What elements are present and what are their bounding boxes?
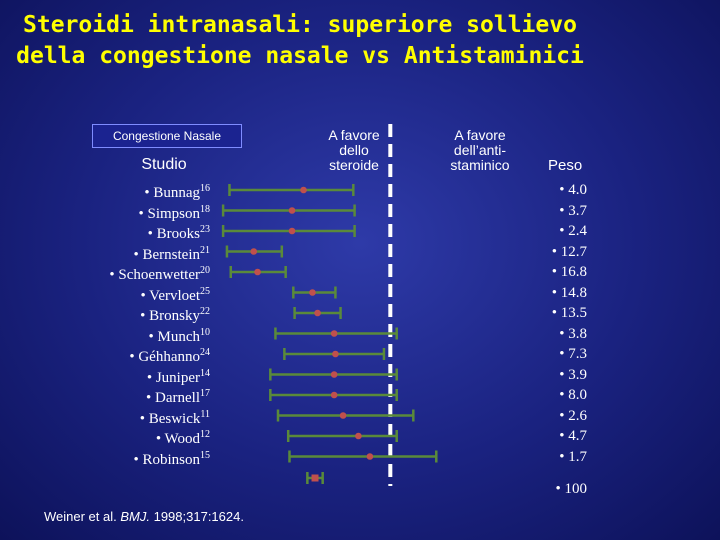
study-name: • Schoenwetter	[109, 267, 200, 283]
effect-point	[332, 350, 339, 358]
study-name: • Beswick	[139, 410, 201, 427]
favor-left-line-3: steroide	[329, 157, 379, 173]
study-name: • Vervloet	[140, 287, 200, 304]
favor-left-line-2: dello	[339, 142, 369, 158]
study-label: • Beswick11	[140, 405, 210, 429]
study-label: • Robinson15	[133, 446, 210, 470]
study-weight: • 7.3	[559, 346, 587, 362]
study-label: • Schoenwetter20	[109, 261, 210, 285]
study-weight: • 13.5	[551, 305, 587, 321]
study-reference: 15	[200, 449, 210, 461]
effect-point	[288, 207, 296, 214]
study-reference: 21	[200, 244, 210, 256]
study-name: • Munch	[148, 328, 201, 345]
study-name: • Robinson	[133, 451, 200, 468]
study-label: • Darnell17	[146, 384, 210, 408]
study-weight: • 3.8	[559, 325, 587, 342]
study-weight: • 14.8	[551, 284, 587, 301]
study-weight: • 8.0	[559, 387, 587, 403]
study-weight: • 16.8	[551, 264, 587, 280]
study-label: • Juniper14	[147, 364, 210, 388]
study-name: • Bunnag	[144, 185, 200, 201]
pooled-point	[311, 474, 319, 482]
study-label: • Bernstein21	[134, 241, 211, 265]
title-line-2: della congestione nasale vs Antistaminic…	[16, 43, 584, 69]
study-label: • Brooks23	[148, 220, 210, 244]
study-label: • Géhhanno24	[129, 343, 210, 367]
study-reference: 12	[200, 429, 210, 440]
favor-antihistamine-label: A favore dell’anti- staminico	[430, 128, 530, 173]
study-reference: 14	[200, 367, 210, 379]
study-name: • Simpson	[138, 205, 200, 222]
study-weight: • 12.7	[551, 243, 587, 260]
study-name: • Wood	[155, 431, 200, 447]
effect-point	[330, 371, 338, 378]
effect-point	[339, 412, 347, 419]
study-name: • Bernstein	[133, 246, 201, 263]
study-name: • Juniper	[146, 369, 200, 386]
slide-title: Steroidi intranasali: superiore sollievo…	[0, 10, 600, 72]
effect-point	[330, 330, 338, 337]
study-label: • Simpson18	[138, 200, 210, 224]
study-label: • Bronsky22	[140, 302, 210, 326]
weight-header: Peso	[548, 157, 583, 174]
study-reference: 23	[200, 224, 210, 235]
study-reference: 18	[200, 203, 210, 215]
effect-point	[250, 248, 258, 255]
effect-point	[366, 453, 374, 460]
citation: Weiner et al. BMJ. 1998;317:1624.	[44, 509, 244, 524]
citation-journal: BMJ.	[120, 509, 150, 524]
study-weight: • 4.7	[559, 428, 587, 444]
legend-label: Congestione Nasale	[92, 124, 242, 148]
favor-right-line-2: dell’anti-	[453, 142, 507, 158]
effect-point	[300, 186, 307, 194]
studio-header: Studio	[141, 156, 187, 173]
study-weight: • 1.7	[559, 448, 587, 465]
effect-point	[314, 309, 321, 317]
study-name: • Brooks	[147, 226, 200, 242]
favor-right-line-1: A favore	[454, 127, 506, 143]
study-weight: • 3.7	[559, 202, 587, 219]
study-name: • Géhhanno	[129, 349, 200, 365]
citation-authors: Weiner et al.	[44, 509, 121, 524]
study-label: • Wood12	[156, 425, 210, 449]
study-weight: • 2.6	[559, 407, 587, 424]
title-line-1: Steroidi intranasali: superiore sollievo	[23, 12, 577, 38]
study-reference: 22	[200, 306, 210, 317]
study-reference: 17	[200, 388, 210, 399]
study-weight: • 3.9	[559, 366, 587, 383]
citation-details: 1998;317:1624.	[149, 509, 244, 524]
effect-point	[355, 432, 362, 440]
study-reference: 16	[200, 183, 210, 194]
study-weight: • 2.4	[559, 223, 587, 239]
study-reference: 20	[200, 265, 210, 276]
favor-left-line-1: A favore	[328, 127, 380, 143]
favor-steroid-label: A favore dello steroide	[306, 128, 402, 173]
study-name: • Darnell	[146, 390, 200, 406]
study-reference: 10	[200, 326, 210, 338]
effect-point	[288, 227, 296, 235]
study-weight: • 4.0	[559, 182, 587, 198]
study-name: • Bronsky	[140, 308, 200, 324]
study-label: • Vervloet25	[140, 282, 210, 306]
effect-point	[254, 268, 261, 276]
study-reference: 11	[200, 408, 210, 420]
favor-right-line-3: staminico	[450, 157, 510, 173]
study-label: • Munch10	[149, 323, 211, 347]
pooled-weight: • 100	[555, 481, 587, 497]
effect-point	[330, 391, 338, 399]
effect-point	[309, 289, 316, 296]
study-label: • Bunnag16	[144, 179, 210, 203]
study-reference: 25	[200, 285, 210, 297]
study-reference: 24	[200, 347, 210, 358]
